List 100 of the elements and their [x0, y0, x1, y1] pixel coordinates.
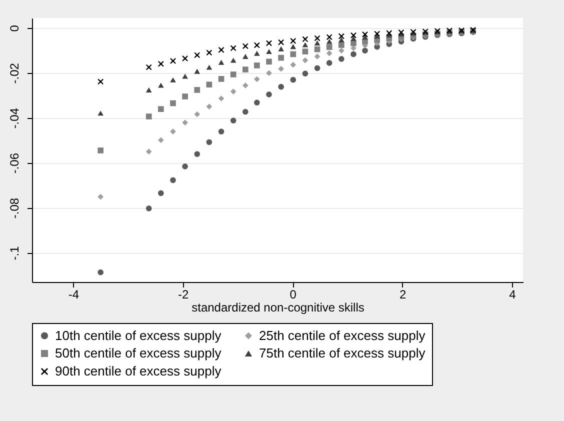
y-tick-label: 0 — [8, 24, 22, 32]
point — [254, 76, 260, 82]
point — [170, 177, 176, 184]
point — [338, 33, 344, 40]
point — [218, 76, 224, 82]
point — [302, 36, 308, 42]
point — [230, 45, 236, 52]
point — [254, 62, 260, 68]
point — [218, 96, 224, 102]
x-tick-label: 4 — [509, 288, 516, 302]
point — [218, 60, 224, 65]
point — [158, 190, 164, 196]
y-tick-label: -.1 — [8, 246, 22, 260]
point — [98, 194, 104, 200]
point — [374, 30, 380, 37]
point — [98, 78, 104, 85]
point — [206, 50, 212, 56]
point — [194, 52, 200, 58]
legend-label: 50th centile of excess supply — [55, 346, 222, 360]
point — [326, 34, 332, 40]
x-tick-label: 0 — [290, 288, 297, 302]
point — [146, 64, 152, 70]
point — [230, 72, 236, 78]
point — [362, 32, 368, 38]
point — [326, 38, 332, 44]
point — [242, 82, 248, 88]
point — [266, 58, 272, 65]
point — [290, 38, 296, 44]
point — [146, 114, 152, 120]
legend-label: 90th centile of excess supply — [55, 364, 222, 378]
point — [170, 77, 176, 82]
point — [194, 87, 200, 93]
point — [362, 34, 368, 40]
point — [302, 48, 308, 54]
x-tick-label: -2 — [178, 288, 190, 302]
point — [278, 46, 284, 52]
point — [194, 111, 200, 118]
point — [278, 54, 284, 61]
point — [242, 108, 248, 115]
point — [182, 164, 188, 170]
point — [98, 269, 104, 276]
point — [290, 76, 296, 83]
legend-label: 75th centile of excess supply — [259, 346, 426, 360]
point — [218, 128, 224, 134]
point — [230, 88, 236, 94]
point — [218, 47, 224, 53]
point — [290, 62, 296, 68]
point — [266, 48, 272, 54]
point — [314, 35, 320, 42]
point — [314, 54, 320, 60]
point — [194, 68, 200, 74]
point — [146, 206, 152, 212]
point — [158, 60, 164, 67]
point — [254, 50, 260, 56]
point — [314, 40, 320, 46]
point — [206, 64, 212, 70]
point — [158, 137, 164, 144]
point — [158, 82, 164, 88]
point — [326, 44, 332, 50]
y-tick-label: -.04 — [8, 108, 22, 129]
point — [302, 42, 308, 48]
point — [242, 66, 248, 72]
point — [266, 92, 272, 98]
point — [314, 65, 320, 72]
legend-label: 25th centile of excess supply — [259, 328, 426, 343]
point — [326, 50, 332, 56]
point — [98, 110, 104, 116]
y-tick-label: -.02 — [8, 62, 22, 84]
point — [182, 120, 188, 126]
point — [206, 82, 212, 88]
point — [182, 56, 188, 62]
point — [158, 106, 164, 112]
point — [266, 40, 272, 46]
point — [350, 36, 356, 41]
point — [242, 43, 248, 50]
point — [206, 104, 212, 110]
point — [266, 70, 272, 76]
point — [338, 56, 344, 62]
y-tick-label: -.08 — [8, 198, 22, 219]
point — [278, 66, 284, 72]
legend-label: 10th centile of excess supply — [55, 328, 222, 343]
point — [338, 42, 344, 48]
point — [278, 84, 284, 90]
point — [302, 57, 308, 64]
y-tick-label: -.06 — [8, 152, 22, 174]
point — [146, 87, 152, 92]
point — [254, 100, 260, 106]
point — [182, 74, 188, 79]
point — [326, 60, 332, 66]
point — [290, 44, 296, 50]
point — [254, 42, 260, 48]
point — [98, 148, 104, 154]
point — [170, 58, 176, 64]
point — [338, 37, 344, 42]
point — [146, 148, 152, 154]
x-axis-title: standardized non-cognitive skills — [192, 300, 364, 314]
x-tick-label: 2 — [399, 288, 406, 302]
point — [194, 151, 200, 157]
point — [362, 48, 368, 54]
point — [230, 58, 236, 63]
